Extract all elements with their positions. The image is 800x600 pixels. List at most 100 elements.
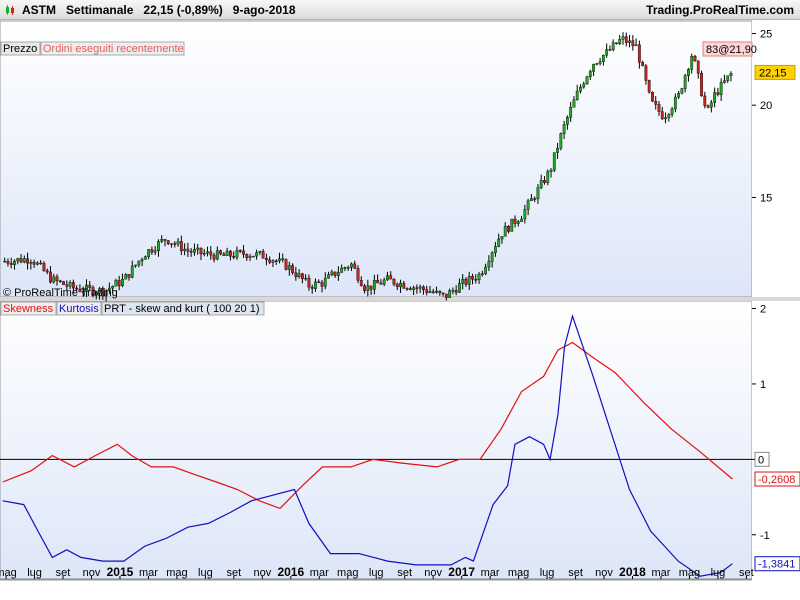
- x-axis-tick-label: mag: [679, 567, 700, 579]
- candle-body: [389, 275, 393, 280]
- candle-body: [369, 285, 373, 290]
- candle-body: [631, 40, 635, 47]
- candle-body: [294, 272, 298, 278]
- panel-separator[interactable]: [0, 297, 800, 301]
- candle-body: [677, 92, 681, 98]
- candle-body: [107, 287, 111, 291]
- candle-body: [438, 290, 442, 294]
- candle-body: [543, 180, 546, 183]
- candle-body: [6, 261, 10, 264]
- kurtosis-line: [2, 314, 733, 577]
- candle-body: [94, 293, 98, 296]
- price-panel[interactable]: [0, 20, 753, 298]
- indicator-panel[interactable]: [0, 300, 753, 581]
- candle-body: [78, 288, 82, 292]
- candle-body: [143, 256, 147, 260]
- candle-body: [582, 83, 586, 88]
- candle-body: [186, 248, 190, 252]
- candle-body: [673, 96, 677, 110]
- tab-price[interactable]: [0, 41, 41, 56]
- candle-body: [91, 287, 95, 296]
- candle-body: [310, 286, 314, 289]
- x-axis-tick-label: nov: [424, 567, 442, 579]
- candle-body: [265, 258, 268, 261]
- candle-body: [513, 218, 517, 224]
- candle-body: [245, 254, 249, 258]
- tab-indicator-name[interactable]: [101, 301, 265, 316]
- candle-body: [193, 249, 196, 253]
- candle-body: [716, 92, 720, 95]
- candle-body: [39, 262, 43, 265]
- brand[interactable]: Trading.ProRealTime.com: [646, 3, 794, 17]
- candle-body: [533, 198, 537, 200]
- candle-body: [363, 285, 366, 291]
- tab-kurtosis[interactable]: [56, 301, 102, 316]
- indicator-y-tick-label: 1: [760, 379, 766, 391]
- right-axis-area: [752, 20, 800, 600]
- candle-body: [520, 218, 523, 222]
- candle-body: [114, 280, 118, 287]
- candle-body: [726, 75, 730, 81]
- candle-body: [62, 281, 65, 285]
- candle-body: [651, 91, 654, 102]
- indicator-y-tick-label: 2: [760, 304, 766, 316]
- order-marker[interactable]: [702, 41, 753, 57]
- candle-body: [552, 152, 556, 171]
- timeframe[interactable]: Settimanale: [66, 3, 134, 17]
- x-axis-tick-label: set: [397, 567, 412, 579]
- candle-body: [130, 265, 134, 278]
- candle-body: [29, 262, 33, 264]
- zero-label: 0: [758, 454, 764, 466]
- candle-body: [140, 259, 144, 262]
- candle-body: [415, 287, 419, 289]
- candle-body: [425, 289, 429, 293]
- candle-body: [153, 250, 157, 253]
- candle-body: [562, 124, 566, 134]
- tab-skewness[interactable]: [0, 301, 57, 316]
- candle-body: [366, 285, 370, 291]
- candle-body: [235, 250, 239, 258]
- x-axis-tick-label: mag: [0, 567, 17, 579]
- x-axis-tick-label: nov: [595, 567, 613, 579]
- candle-body: [121, 278, 124, 286]
- symbol[interactable]: ASTM: [22, 3, 56, 17]
- candle-body: [281, 258, 285, 260]
- kurt-last-label: -1,3841: [758, 559, 795, 571]
- candle-body: [75, 287, 79, 290]
- candle-body: [317, 281, 321, 284]
- candle-body: [297, 273, 301, 278]
- candle-body: [729, 73, 733, 76]
- candle-body: [428, 291, 432, 293]
- candle-body: [546, 171, 550, 183]
- last-price-label: 22,15: [759, 67, 787, 79]
- candle-body: [637, 44, 641, 63]
- x-axis-tick-label: nov: [253, 567, 271, 579]
- candle-body: [359, 280, 363, 287]
- candle-body: [258, 251, 262, 253]
- candle-body: [229, 250, 232, 257]
- candle-body: [556, 147, 559, 153]
- candle-body: [219, 250, 222, 255]
- x-axis-tick-label: set: [739, 567, 754, 579]
- candle-body: [670, 108, 674, 115]
- candle-body: [500, 236, 504, 240]
- x-axis-tick-label: 2016: [277, 565, 304, 579]
- candle-body: [690, 55, 694, 70]
- candle-body: [346, 267, 350, 269]
- candle-body: [480, 273, 484, 275]
- candle-body: [170, 243, 173, 245]
- candle-body: [510, 218, 514, 232]
- candle-body: [608, 49, 612, 51]
- candle-body: [723, 80, 726, 83]
- candle-body: [719, 82, 723, 95]
- candle-body: [382, 279, 386, 285]
- candle-body: [268, 259, 272, 263]
- candle-body: [709, 102, 713, 108]
- candle-body: [291, 265, 294, 273]
- candle-body: [222, 253, 226, 256]
- tab-orders[interactable]: [40, 41, 185, 56]
- candle-body: [474, 278, 478, 281]
- candle-body: [572, 99, 576, 108]
- candle-body: [134, 264, 137, 267]
